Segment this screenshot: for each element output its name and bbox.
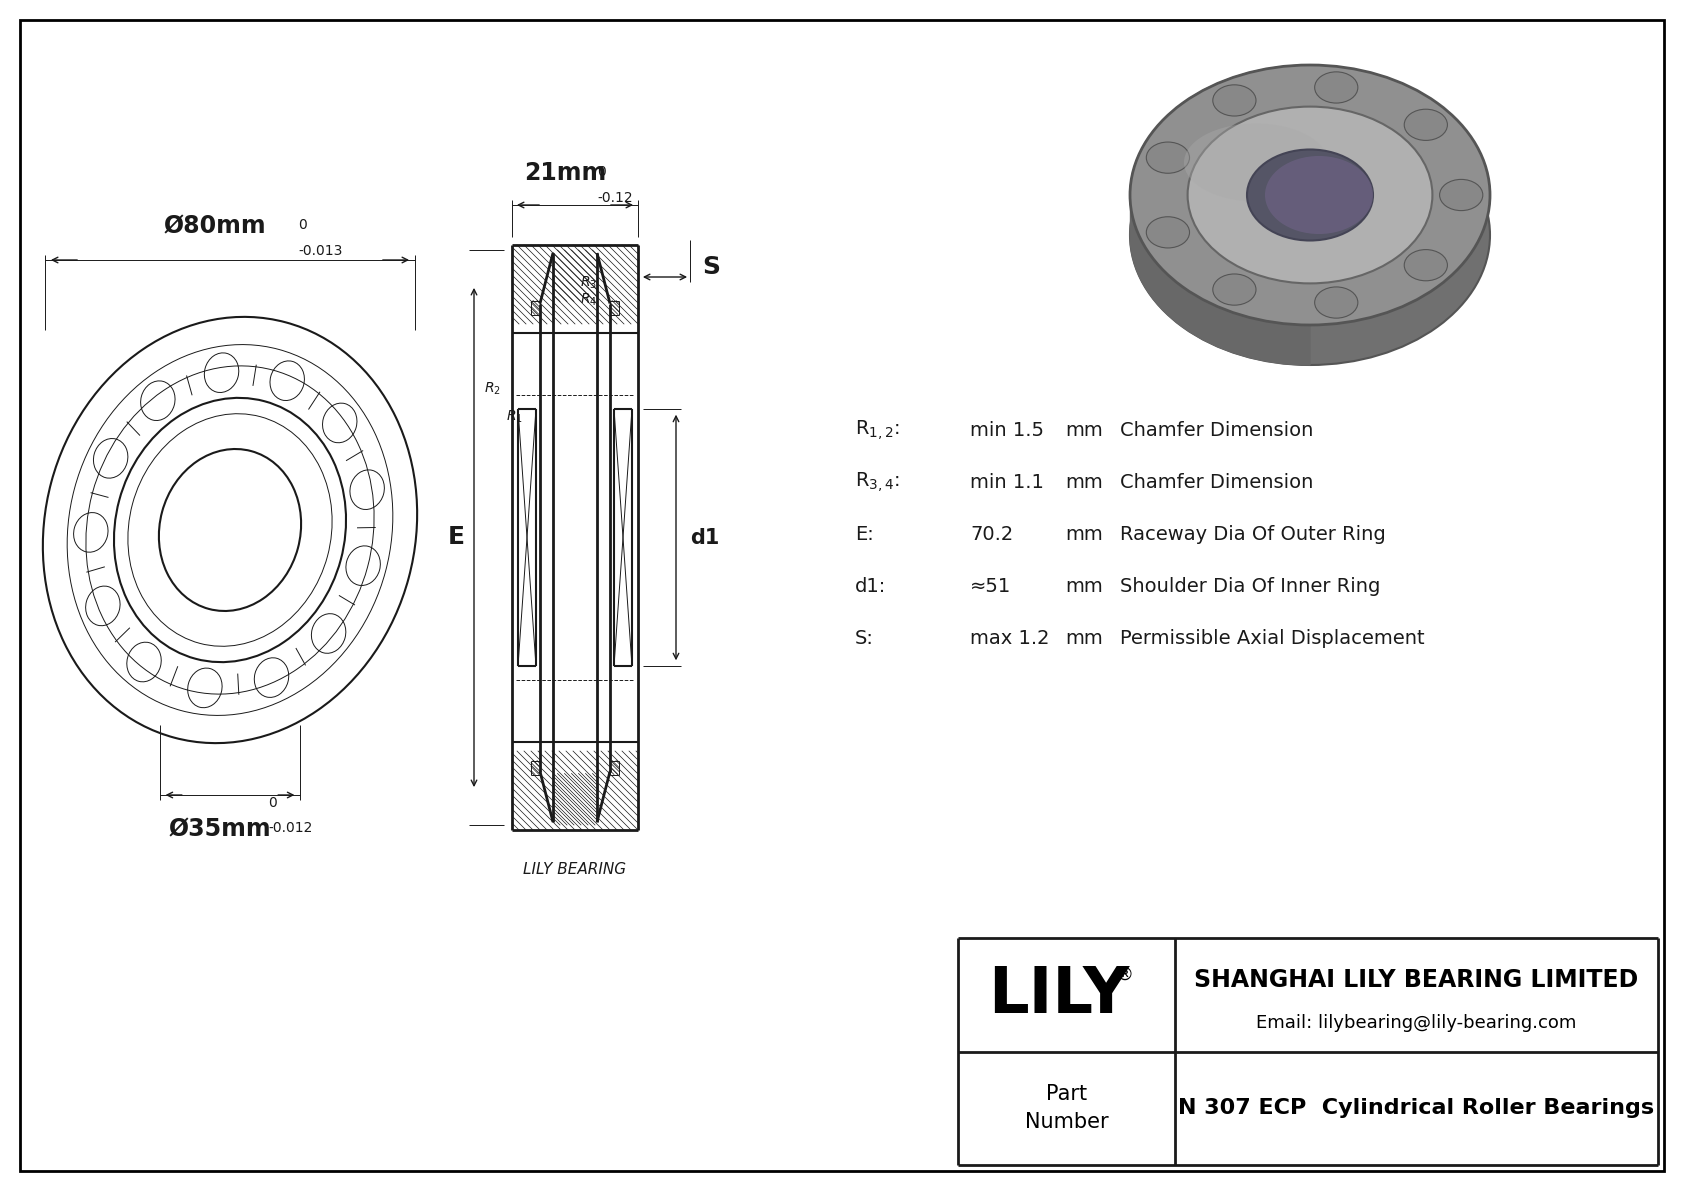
Ellipse shape	[1130, 105, 1490, 364]
Ellipse shape	[1130, 66, 1490, 325]
Text: -0.12: -0.12	[598, 191, 633, 205]
Text: mm: mm	[1064, 420, 1103, 439]
Text: 21mm: 21mm	[524, 161, 606, 185]
Ellipse shape	[1404, 250, 1448, 281]
Text: -0.012: -0.012	[268, 821, 312, 835]
Text: d1:: d1:	[855, 576, 886, 596]
Text: R$_{3,4}$:: R$_{3,4}$:	[855, 470, 899, 494]
Text: mm: mm	[1064, 524, 1103, 543]
Text: $R_3$: $R_3$	[579, 275, 598, 292]
Ellipse shape	[1315, 71, 1357, 104]
Text: $R_1$: $R_1$	[505, 409, 524, 425]
Text: $R_4$: $R_4$	[579, 292, 598, 308]
Ellipse shape	[1265, 156, 1372, 233]
Text: E: E	[448, 525, 465, 549]
Text: Chamfer Dimension: Chamfer Dimension	[1120, 473, 1314, 492]
Ellipse shape	[1440, 180, 1484, 211]
Text: Ø35mm: Ø35mm	[168, 817, 271, 841]
Ellipse shape	[1147, 217, 1189, 248]
Text: min 1.5: min 1.5	[970, 420, 1044, 439]
Ellipse shape	[1212, 274, 1256, 305]
Text: Permissible Axial Displacement: Permissible Axial Displacement	[1120, 629, 1425, 648]
Text: LILY BEARING: LILY BEARING	[524, 862, 626, 877]
Text: -0.013: -0.013	[298, 244, 342, 258]
Text: Chamfer Dimension: Chamfer Dimension	[1120, 420, 1314, 439]
Text: min 1.1: min 1.1	[970, 473, 1044, 492]
Text: Ø80mm: Ø80mm	[163, 214, 266, 238]
Text: d1: d1	[690, 528, 719, 548]
Ellipse shape	[1212, 85, 1256, 116]
Ellipse shape	[1147, 142, 1189, 173]
Text: 70.2: 70.2	[970, 524, 1014, 543]
Text: mm: mm	[1064, 473, 1103, 492]
Text: R$_{1,2}$:: R$_{1,2}$:	[855, 418, 899, 442]
Text: max 1.2: max 1.2	[970, 629, 1049, 648]
Text: S:: S:	[855, 629, 874, 648]
Text: N 307 ECP  Cylindrical Roller Bearings: N 307 ECP Cylindrical Roller Bearings	[1179, 1098, 1655, 1118]
Text: Email: lilybearing@lily-bearing.com: Email: lilybearing@lily-bearing.com	[1256, 1014, 1576, 1031]
Ellipse shape	[1246, 150, 1372, 241]
Text: 0: 0	[298, 218, 306, 232]
Text: LILY: LILY	[989, 964, 1130, 1025]
Text: Raceway Dia Of Outer Ring: Raceway Dia Of Outer Ring	[1120, 524, 1386, 543]
Text: Part
Number: Part Number	[1024, 1085, 1108, 1133]
Ellipse shape	[1184, 124, 1329, 201]
Text: SHANGHAI LILY BEARING LIMITED: SHANGHAI LILY BEARING LIMITED	[1194, 968, 1639, 992]
Text: ®: ®	[1115, 966, 1133, 984]
Ellipse shape	[1187, 146, 1433, 324]
Text: mm: mm	[1064, 629, 1103, 648]
Text: mm: mm	[1064, 576, 1103, 596]
Text: $R_2$: $R_2$	[483, 381, 500, 397]
Ellipse shape	[1404, 110, 1448, 141]
Polygon shape	[1130, 66, 1310, 364]
Ellipse shape	[1315, 287, 1357, 318]
Text: ≈51: ≈51	[970, 576, 1012, 596]
Text: E:: E:	[855, 524, 874, 543]
Ellipse shape	[1187, 107, 1433, 283]
Text: S: S	[702, 255, 721, 279]
Text: Shoulder Dia Of Inner Ring: Shoulder Dia Of Inner Ring	[1120, 576, 1381, 596]
Text: 0: 0	[268, 796, 276, 810]
Text: 0: 0	[598, 166, 606, 179]
